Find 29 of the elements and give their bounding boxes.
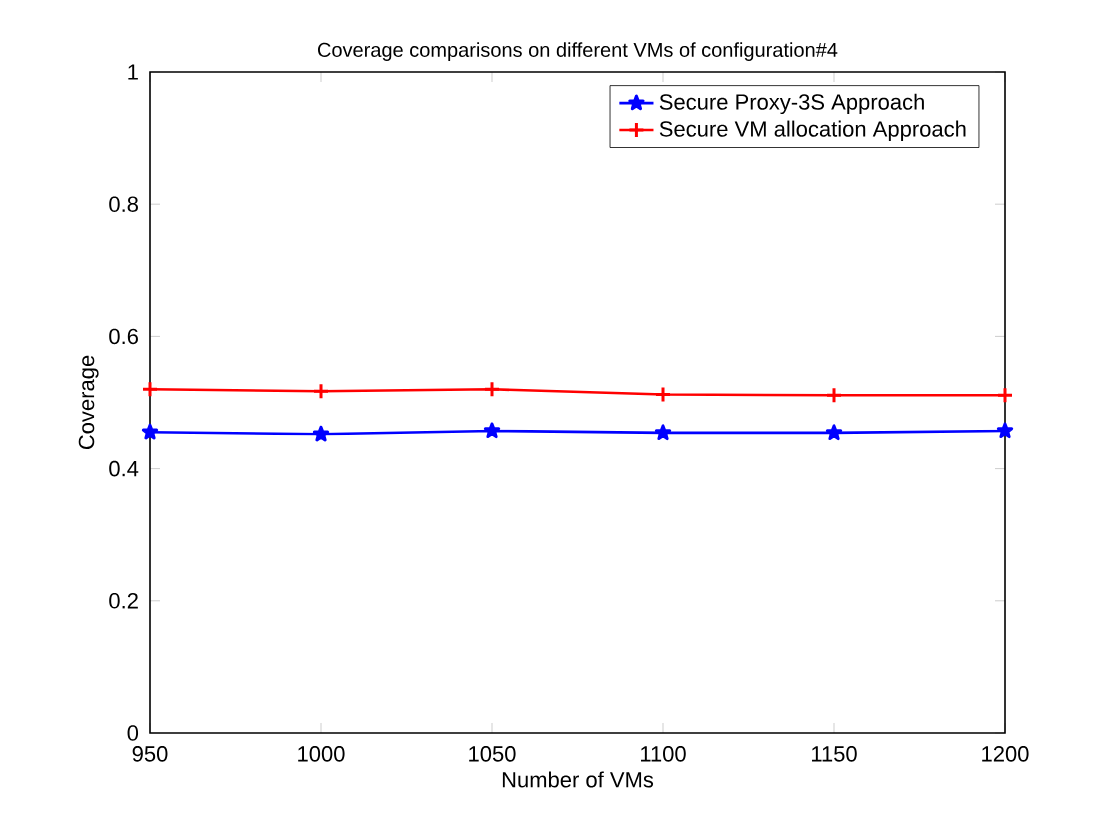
y-tick-label: 1: [128, 64, 138, 80]
chart-title: Coverage comparisons on different VMs of configuration#4: [317, 42, 838, 61]
point: [825, 386, 843, 404]
y-tick-label: 0: [127, 725, 139, 741]
y-tick-label: 0.6: [109, 328, 138, 345]
x-tick-label: 1100: [641, 746, 686, 762]
x-tick-label: 1200: [982, 746, 1029, 762]
x-tick-label: 950: [132, 746, 168, 762]
point: [141, 423, 159, 440]
legend-label: Secure VM allocation Approach: [659, 120, 966, 142]
y-tick-label: 0.4: [109, 460, 139, 477]
point: [996, 386, 1014, 404]
x-tick-label: 1150: [812, 746, 857, 762]
point: [996, 422, 1014, 439]
point: [312, 382, 330, 400]
point: [483, 422, 501, 439]
legend-label: Secure Proxy-3S Approach: [659, 93, 924, 115]
point: [141, 380, 159, 398]
point: [312, 425, 330, 442]
y-axis-title: Coverage: [78, 355, 99, 450]
point: [654, 386, 672, 404]
y-tick-label: 0.2: [109, 593, 138, 609]
y-tick-label: 0.8: [109, 196, 138, 212]
x-tick-label: 1000: [298, 746, 345, 762]
point: [483, 380, 501, 398]
x-axis-title: Number of VMs: [502, 771, 654, 788]
point: [825, 424, 843, 441]
x-tick-label: 1050: [469, 746, 516, 762]
point: [654, 424, 672, 441]
